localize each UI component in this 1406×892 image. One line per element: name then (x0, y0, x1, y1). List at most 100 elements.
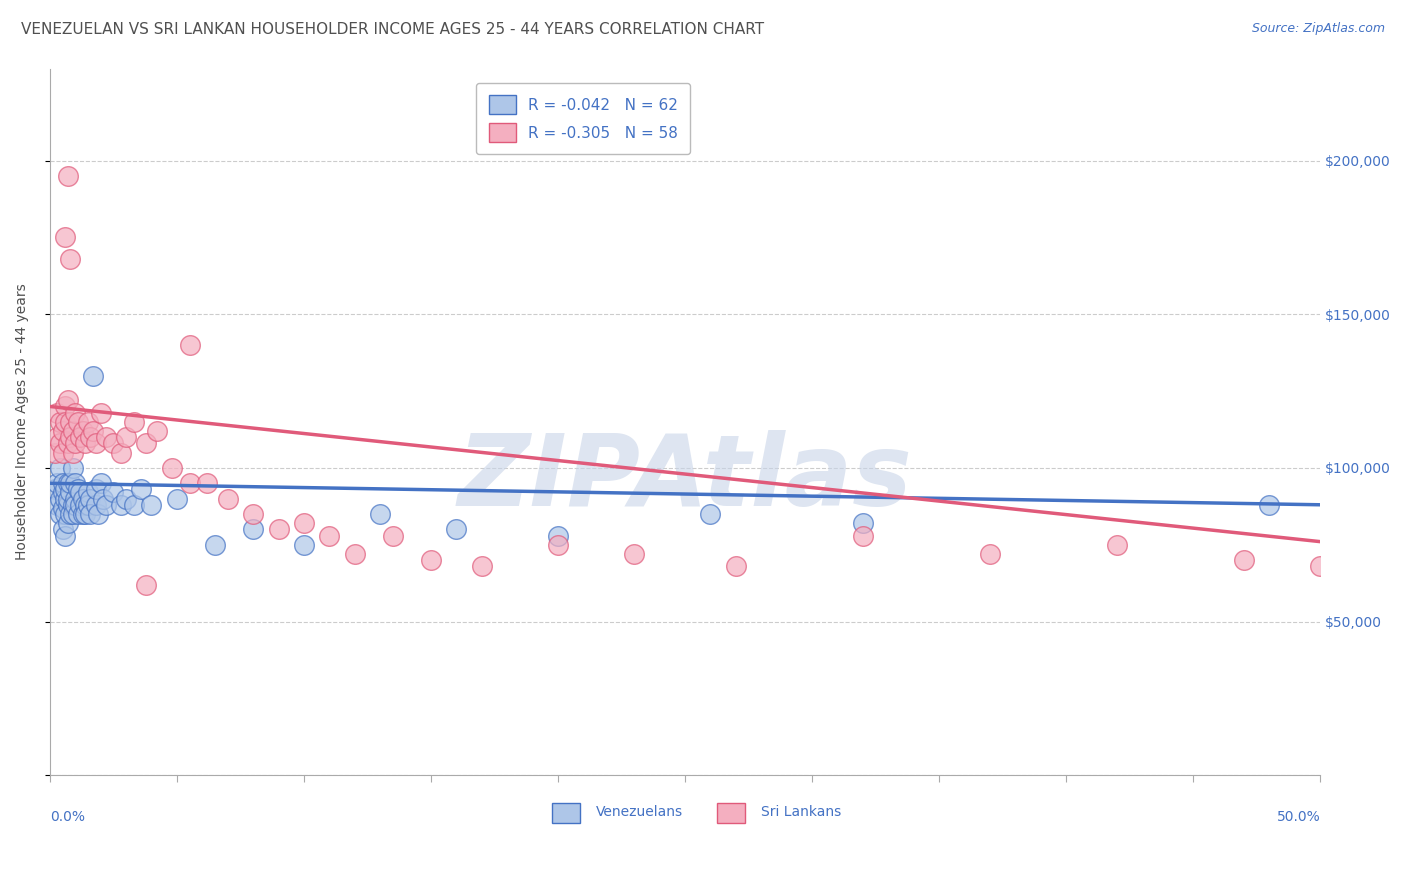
Point (79, 430, 101, 444)
Point (135, 577, 157, 591)
Point (53, 483, 76, 497)
Point (84, 436, 107, 450)
Point (82, 424, 104, 438)
Point (1105, 538, 1128, 552)
Point (77, 485, 100, 500)
Point (91, 491, 114, 506)
Point (1258, 498, 1281, 512)
Point (44, 483, 66, 497)
Point (724, 559, 747, 574)
FancyBboxPatch shape (551, 804, 579, 823)
Point (77, 415, 100, 429)
Text: Sri Lankans: Sri Lankans (761, 805, 842, 819)
Point (179, 338, 201, 352)
Point (56, 476, 79, 491)
Point (179, 476, 201, 491)
Point (343, 547, 366, 561)
Point (49, 436, 72, 450)
Point (420, 553, 443, 567)
Point (75, 507, 97, 521)
Point (65, 498, 87, 512)
Point (90, 476, 112, 491)
Point (59, 415, 82, 429)
Point (56, 169, 79, 183)
Point (242, 507, 264, 521)
Point (66, 415, 89, 429)
Point (65, 476, 87, 491)
Point (292, 538, 315, 552)
Point (103, 436, 125, 450)
Point (69, 498, 91, 512)
Point (77, 498, 100, 512)
Point (84, 498, 107, 512)
Point (852, 516, 875, 531)
Point (49, 507, 72, 521)
Point (110, 445, 132, 459)
Point (69, 485, 91, 500)
Point (292, 516, 315, 531)
Point (53, 415, 76, 429)
Point (381, 528, 404, 542)
Text: VENEZUELAN VS SRI LANKAN HOUSEHOLDER INCOME AGES 25 - 44 YEARS CORRELATION CHART: VENEZUELAN VS SRI LANKAN HOUSEHOLDER INC… (21, 22, 765, 37)
Point (51, 476, 73, 491)
Point (72, 507, 94, 521)
Point (547, 528, 569, 542)
Point (56, 498, 79, 512)
Point (1309, 559, 1331, 574)
Point (82, 368, 104, 383)
Point (90, 406, 112, 420)
Point (46, 498, 69, 512)
Point (103, 485, 125, 500)
Point (49, 491, 72, 506)
Point (56, 393, 79, 408)
Point (65, 491, 87, 506)
Point (49, 461, 72, 475)
Point (110, 498, 132, 512)
Text: 0.0%: 0.0% (49, 811, 84, 824)
Point (446, 522, 468, 536)
Point (94, 498, 117, 512)
Point (62, 424, 84, 438)
Point (75, 498, 97, 512)
Point (217, 491, 239, 506)
Point (1233, 553, 1256, 567)
Point (267, 522, 290, 536)
Point (852, 528, 875, 542)
Point (46, 406, 69, 420)
Point (59, 476, 82, 491)
Point (72, 424, 94, 438)
Point (979, 547, 1001, 561)
Point (66, 507, 89, 521)
Point (51, 500, 73, 515)
Text: Source: ZipAtlas.com: Source: ZipAtlas.com (1251, 22, 1385, 36)
Point (87, 507, 110, 521)
Y-axis label: Householder Income Ages 25 - 44 years: Householder Income Ages 25 - 44 years (15, 284, 30, 560)
Point (62, 498, 84, 512)
Point (62, 507, 84, 521)
Point (46, 430, 69, 444)
Point (46, 476, 69, 491)
Point (65, 406, 87, 420)
Point (69, 430, 91, 444)
Point (115, 430, 138, 444)
Point (56, 436, 79, 450)
Point (699, 507, 721, 521)
Point (62, 461, 84, 475)
Point (131, 483, 153, 497)
Point (59, 507, 82, 521)
Point (84, 483, 107, 497)
Point (547, 538, 569, 552)
Text: 50.0%: 50.0% (1277, 811, 1320, 824)
Point (49, 415, 72, 429)
Point (242, 522, 264, 536)
Point (51, 485, 73, 500)
Text: Venezuelans: Venezuelans (596, 805, 683, 819)
Point (56, 491, 79, 506)
Point (368, 507, 391, 521)
Point (65, 436, 87, 450)
Point (122, 415, 145, 429)
Point (122, 498, 145, 512)
Point (471, 559, 494, 574)
Point (62, 445, 84, 459)
Text: ZIPAtlas: ZIPAtlas (458, 430, 912, 527)
